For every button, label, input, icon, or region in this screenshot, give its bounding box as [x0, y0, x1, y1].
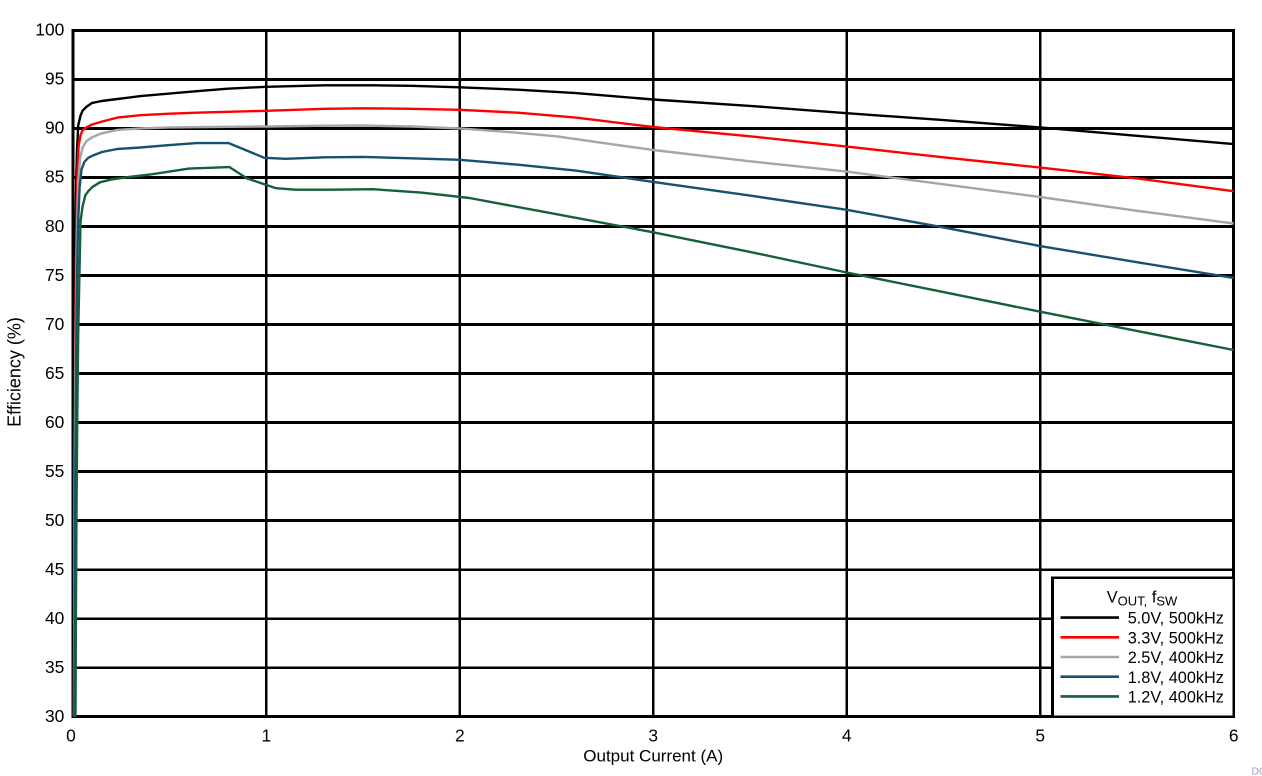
svg-text:1.2V, 400kHz: 1.2V, 400kHz [1128, 689, 1224, 707]
svg-text:35: 35 [45, 657, 64, 677]
svg-text:1: 1 [261, 726, 271, 746]
svg-text:Output Current (A): Output Current (A) [583, 746, 723, 765]
svg-text:5: 5 [1035, 726, 1045, 746]
svg-text:Efficiency (%): Efficiency (%) [5, 317, 25, 427]
svg-text:0: 0 [66, 726, 76, 746]
svg-text:1.8V, 400kHz: 1.8V, 400kHz [1128, 669, 1224, 687]
svg-text:40: 40 [45, 608, 64, 628]
svg-text:60: 60 [45, 412, 64, 432]
svg-text:45: 45 [45, 559, 64, 579]
svg-text:100: 100 [35, 20, 64, 40]
svg-text:4: 4 [842, 726, 852, 746]
svg-text:65: 65 [45, 363, 64, 383]
svg-text:D001: D001 [1252, 766, 1262, 776]
svg-text:3: 3 [648, 726, 658, 746]
svg-text:2: 2 [455, 726, 465, 746]
svg-text:30: 30 [45, 706, 64, 726]
svg-text:55: 55 [45, 461, 64, 481]
svg-text:80: 80 [45, 216, 64, 236]
svg-text:85: 85 [45, 167, 64, 187]
svg-text:95: 95 [45, 69, 64, 89]
svg-text:75: 75 [45, 265, 64, 285]
svg-text:5.0V, 500kHz: 5.0V, 500kHz [1128, 610, 1224, 628]
svg-text:70: 70 [45, 314, 64, 334]
svg-text:2.5V, 400kHz: 2.5V, 400kHz [1128, 649, 1224, 667]
svg-text:3.3V, 500kHz: 3.3V, 500kHz [1128, 629, 1224, 647]
svg-text:6: 6 [1229, 726, 1239, 746]
svg-text:50: 50 [45, 510, 64, 530]
svg-text:VOUT, fSW: VOUT, fSW [1107, 589, 1178, 609]
svg-text:90: 90 [45, 118, 64, 138]
